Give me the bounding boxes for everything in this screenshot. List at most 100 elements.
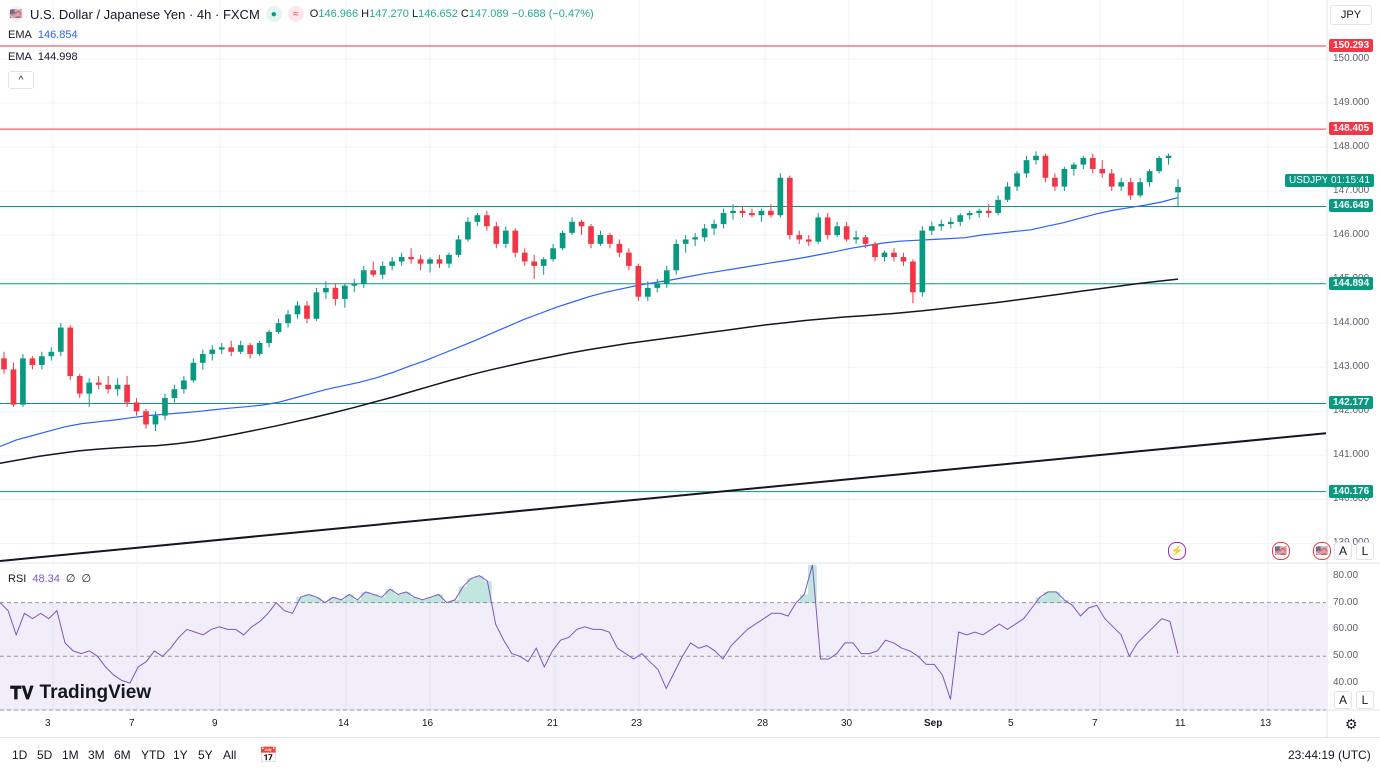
auto-scale-button[interactable]: A	[1334, 542, 1352, 560]
candle-body	[531, 261, 538, 266]
price-tick-label: 148.000	[1333, 140, 1370, 152]
clock-display[interactable]: 23:44:19 (UTC)	[1288, 748, 1371, 762]
candle-body	[446, 254, 452, 264]
date-label: 9	[212, 718, 218, 729]
candle-body	[275, 323, 282, 332]
price-tick-label: 146.000	[1333, 229, 1370, 241]
ema-fast-value: 146.854	[37, 29, 78, 41]
candle-body	[389, 261, 396, 266]
candle-body	[1, 358, 7, 370]
rsi-value: 48.34	[32, 572, 60, 585]
chart-canvas[interactable]	[0, 0, 1380, 737]
tradingview-logo[interactable]: 𝐓𝐕 TradingView	[10, 682, 152, 703]
candle-body	[417, 259, 424, 264]
tv-logo-icon: 𝐓𝐕	[10, 682, 34, 703]
gear-icon[interactable]: ⚙	[1345, 716, 1358, 732]
candle-body	[1004, 186, 1011, 200]
log-scale-button[interactable]: L	[1356, 542, 1374, 560]
candle-body	[341, 285, 348, 299]
candle-body	[256, 342, 263, 354]
ema-slow-legend[interactable]: EMA 144.998	[8, 51, 78, 63]
level-label: 148.405	[1329, 122, 1374, 136]
candle-body	[597, 235, 604, 244]
candle-body	[644, 287, 651, 297]
candle-body	[786, 177, 793, 236]
candle-body	[218, 347, 225, 350]
range-button-3m[interactable]: 3M	[88, 748, 105, 762]
currency-button[interactable]: JPY	[1330, 5, 1372, 25]
candle-body	[626, 252, 632, 266]
candle-body	[654, 283, 661, 288]
candle-body	[323, 287, 329, 293]
range-button-5y[interactable]: 5Y	[198, 748, 213, 762]
ema-slow-value: 144.998	[37, 51, 78, 63]
candle-body	[1014, 173, 1020, 187]
candle-body	[427, 259, 433, 264]
candle-body	[796, 235, 803, 240]
candle-body	[465, 221, 471, 240]
us-event-flag-icon[interactable]: 🇺🇸	[1272, 542, 1290, 560]
candle-body	[502, 230, 509, 244]
rsi-auto-scale-button[interactable]: A	[1334, 691, 1352, 709]
candle-body	[436, 259, 443, 264]
candle-body	[1118, 182, 1125, 187]
price-tick-label: 141.000	[1333, 449, 1370, 461]
candle-body	[616, 243, 623, 253]
candle-body	[919, 230, 926, 293]
candle-body	[559, 232, 566, 249]
ema-fast-legend[interactable]: EMA 146.854	[8, 29, 78, 41]
range-button-1y[interactable]: 1Y	[173, 748, 188, 762]
candle-body	[900, 257, 907, 262]
range-button-1d[interactable]: 1D	[12, 748, 28, 762]
candle-body	[171, 389, 178, 399]
range-button-all[interactable]: All	[223, 748, 237, 762]
symbol-title[interactable]: U.S. Dollar / Japanese Yen · 4h · FXCM	[30, 6, 260, 22]
rsi-legend[interactable]: RSI 48.34 ∅ ∅	[8, 572, 92, 586]
candle-body	[1052, 177, 1058, 187]
candle-body	[133, 402, 140, 412]
range-button-1m[interactable]: 1M	[62, 748, 79, 762]
rsi-tick-label: 70.00	[1333, 596, 1359, 608]
rsi-log-scale-button[interactable]: L	[1356, 691, 1374, 709]
candle-body	[143, 411, 149, 425]
candle-body	[190, 362, 197, 381]
price-tick-label: 140.000	[1333, 493, 1370, 505]
candle-body	[739, 210, 746, 214]
candle-body	[512, 230, 519, 253]
price-tick-label: 144.000	[1333, 317, 1370, 329]
calendar-icon[interactable]: 📅	[259, 747, 278, 764]
candle-body	[862, 237, 869, 244]
collapse-legend-button[interactable]: ^	[8, 71, 34, 89]
candle-body	[1042, 155, 1049, 178]
candle-body	[1023, 160, 1030, 174]
candle-body	[493, 226, 500, 244]
candle-body	[976, 210, 983, 214]
rsi-overbought-fill	[296, 565, 1069, 603]
range-button-ytd[interactable]: YTD	[141, 748, 165, 762]
candle-body	[398, 257, 405, 262]
candle-body	[682, 239, 689, 244]
rsi-tick-label: 50.00	[1333, 650, 1359, 662]
range-button-5d[interactable]: 5D	[37, 748, 53, 762]
range-button-6m[interactable]: 6M	[114, 748, 131, 762]
lightning-event-icon[interactable]: ⚡	[1168, 542, 1186, 560]
candle-body	[20, 358, 26, 405]
candle-body	[966, 213, 973, 216]
candle-body	[1071, 164, 1077, 169]
symbol-legend[interactable]: 🇺🇸 U.S. Dollar / Japanese Yen · 4h · FXC…	[8, 6, 594, 22]
rsi-line	[0, 564, 1179, 700]
wave-icon[interactable]: ≈	[287, 6, 304, 22]
date-label: 30	[841, 718, 853, 729]
candle-body	[247, 345, 254, 354]
candle-body	[332, 287, 339, 299]
candle-body	[1156, 157, 1162, 172]
us-event-flag-icon[interactable]: 🇺🇸	[1313, 542, 1331, 560]
ema-fast-line	[0, 197, 1179, 448]
date-label: 21	[547, 718, 559, 729]
candle-body	[938, 224, 945, 227]
candle-body	[455, 239, 462, 255]
candle-body	[1033, 155, 1039, 161]
candle-body	[285, 314, 291, 324]
market-open-icon[interactable]: ●	[265, 6, 282, 22]
candle-body	[1137, 182, 1143, 196]
